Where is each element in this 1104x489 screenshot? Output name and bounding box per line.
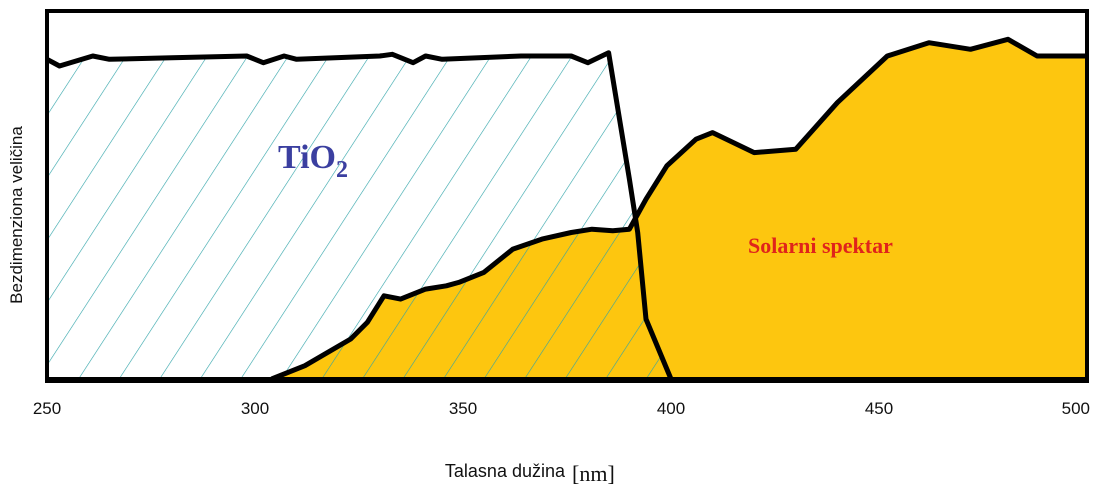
series-label-solar: Solarni spektar xyxy=(748,233,893,258)
plot-frame xyxy=(45,9,1089,383)
tio2-absorption-line xyxy=(47,50,674,380)
tio2-absorption-area xyxy=(47,52,671,379)
x-axis-label: Talasna dužina xyxy=(445,461,566,481)
y-axis-label: Bezdimenziona veličina xyxy=(7,126,26,304)
x-tick-label-350: 350 xyxy=(449,399,477,418)
x-tick-label-300: 300 xyxy=(241,399,269,418)
x-axis-unit: [nm] xyxy=(572,461,615,486)
x-tick-label-400: 400 xyxy=(657,399,685,418)
series-label-tio2: TiO2 xyxy=(278,139,348,183)
x-tick-label-450: 450 xyxy=(865,399,893,418)
x-tick-label-250: 250 xyxy=(33,399,61,418)
solar-spectrum-line xyxy=(270,36,1087,381)
x-tick-label-500: 500 xyxy=(1062,399,1090,418)
